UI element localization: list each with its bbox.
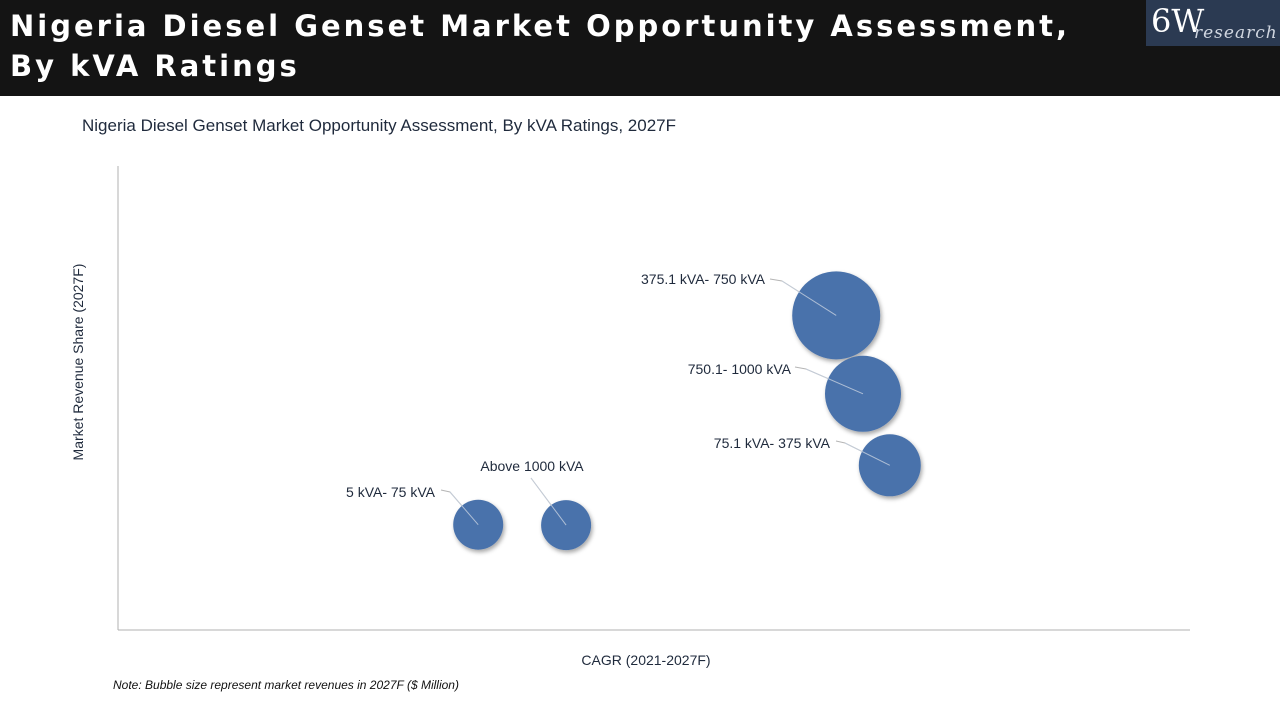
chart-title: Nigeria Diesel Genset Market Opportunity…	[82, 116, 677, 135]
slide-title-line-1: Nigeria Diesel Genset Market Opportunity…	[10, 9, 1070, 43]
leader-inner-75-1-kva-375-kva	[844, 442, 891, 466]
bubble-label-5-kva-75-kva: 5 kVA- 75 kVA	[346, 484, 436, 500]
x-axis-label: CAGR (2021-2027F)	[581, 652, 710, 668]
bubble-label-75-1-kva-375-kva: 75.1 kVA- 375 kVA	[714, 435, 831, 451]
bubble-size-note: Note: Bubble size represent market reven…	[113, 678, 459, 692]
bubble-label-750-1-1000-kva: 750.1- 1000 kVA	[688, 361, 792, 377]
logo-sub-text: research	[1194, 23, 1278, 43]
leader-inner-5-kva-75-kva	[449, 491, 479, 526]
header-bar: Nigeria Diesel Genset Market Opportunity…	[0, 0, 1280, 96]
bubble-label-above-1000-kva: Above 1000 kVA	[480, 458, 584, 474]
leader-inner-above-1000-kva	[530, 477, 567, 526]
bubble-label-375-1-kva-750-kva: 375.1 kVA- 750 kVA	[641, 271, 766, 287]
6w-research-logo: 6W research	[1146, 0, 1280, 46]
slide-title: Nigeria Diesel Genset Market Opportunity…	[10, 6, 1120, 86]
slide-title-line-2: By kVA Ratings	[10, 49, 300, 83]
leader-inner-750-1-1000-kva	[805, 368, 864, 395]
logo-main-text: 6W	[1151, 2, 1205, 40]
y-axis-label: Market Revenue Share (2027F)	[70, 264, 86, 461]
leader-inner-375-1-kva-750-kva	[781, 280, 837, 316]
